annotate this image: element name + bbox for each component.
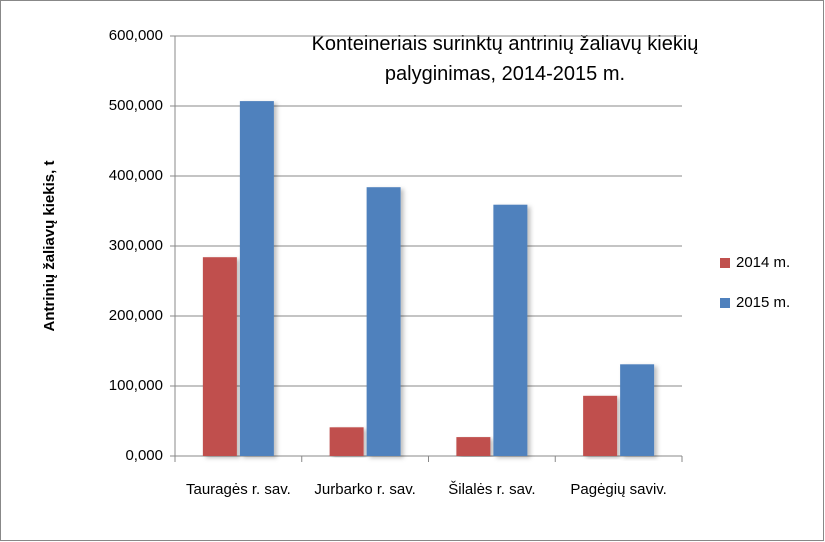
legend-label: 2015 m. [736, 294, 790, 311]
bar [239, 101, 274, 456]
x-tick-label: Šilalės r. sav. [448, 481, 536, 498]
bar [583, 395, 618, 456]
y-tick-label: 500,000 [109, 97, 163, 114]
y-tick-label: 400,000 [109, 167, 163, 184]
y-tick-label: 600,000 [109, 27, 163, 44]
y-axis-label: Antrinių žaliavų kiekis, t [41, 161, 58, 332]
legend-swatch [720, 298, 730, 308]
x-tick-label: Tauragės r. sav. [185, 481, 291, 498]
bar [493, 204, 528, 456]
bar [456, 437, 491, 456]
y-tick-label: 300,000 [109, 237, 163, 254]
y-tick-label: 200,000 [109, 307, 163, 324]
bar [202, 257, 237, 456]
chart-title: Konteineriais surinktų antrinių žaliavų … [312, 33, 699, 85]
x-tick-label: Jurbarko r. sav. [314, 481, 416, 498]
legend-swatch [720, 258, 730, 268]
bar [620, 364, 655, 456]
y-tick-label: 0,000 [125, 447, 163, 464]
bar [366, 187, 401, 456]
legend-label: 2014 m. [736, 254, 790, 271]
y-tick-label: 100,000 [109, 377, 163, 394]
bar [329, 427, 364, 456]
x-tick-label: Pagėgių saviv. [570, 481, 667, 498]
